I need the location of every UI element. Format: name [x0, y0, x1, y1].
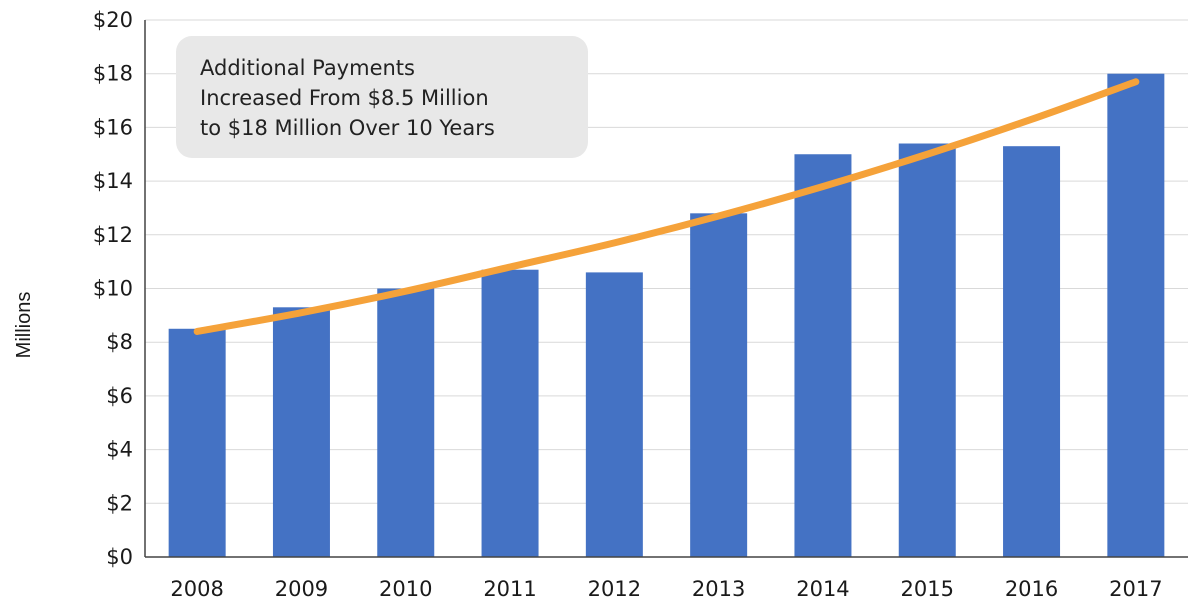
annotation-line-2: Increased From $8.5 Million	[200, 86, 489, 110]
y-tick-label: $8	[106, 330, 133, 354]
y-tick-label: $16	[93, 115, 133, 139]
x-tick-label: 2011	[483, 577, 536, 601]
bar-2017	[1107, 73, 1165, 557]
trend-line	[193, 78, 1140, 335]
bars	[168, 73, 1165, 557]
y-tick-label: $2	[106, 491, 133, 515]
bar-2015	[898, 143, 956, 557]
annotation-background	[176, 36, 588, 158]
bar-2016	[1003, 146, 1061, 557]
x-tick-label: 2008	[170, 577, 223, 601]
x-tick-label: 2010	[379, 577, 432, 601]
y-tick-label: $12	[93, 223, 133, 247]
annotation-line-1: Additional Payments	[200, 56, 415, 80]
bar-2009	[272, 307, 330, 557]
y-tick-label: $18	[93, 62, 133, 86]
x-tick-label: 2016	[1005, 577, 1058, 601]
x-tick-label: 2013	[692, 577, 745, 601]
y-tick-label: $6	[106, 384, 133, 408]
x-tick-label: 2012	[588, 577, 641, 601]
bar-2008	[168, 328, 226, 557]
bar-2013	[690, 213, 748, 557]
y-tick-label: $14	[93, 169, 133, 193]
x-tick-labels: 2008 2009 2010 2011 2012 2013 2014 2015 2016 2017	[170, 577, 1162, 601]
y-tick-label: $20	[93, 8, 133, 32]
x-tick-label: 2017	[1109, 577, 1162, 601]
x-tick-label: 2014	[796, 577, 849, 601]
annotation-line-3: to $18 Million Over 10 Years	[200, 116, 495, 140]
x-tick-label: 2015	[901, 577, 954, 601]
y-axis-title: Millions	[13, 292, 35, 359]
bar-2011	[481, 269, 539, 557]
annotation-box: Additional Payments Increased From $8.5 …	[176, 36, 588, 158]
bar-2010	[377, 288, 435, 557]
y-tick-label: $4	[106, 438, 133, 462]
bar-2014	[794, 154, 852, 557]
bar-2012	[585, 272, 643, 557]
y-tick-label: $10	[93, 277, 133, 301]
x-tick-label: 2009	[275, 577, 328, 601]
y-tick-label: $0	[106, 545, 133, 569]
y-tick-labels: $0 $2 $4 $6 $8 $10 $12 $14 $16 $18 $20	[93, 8, 133, 569]
